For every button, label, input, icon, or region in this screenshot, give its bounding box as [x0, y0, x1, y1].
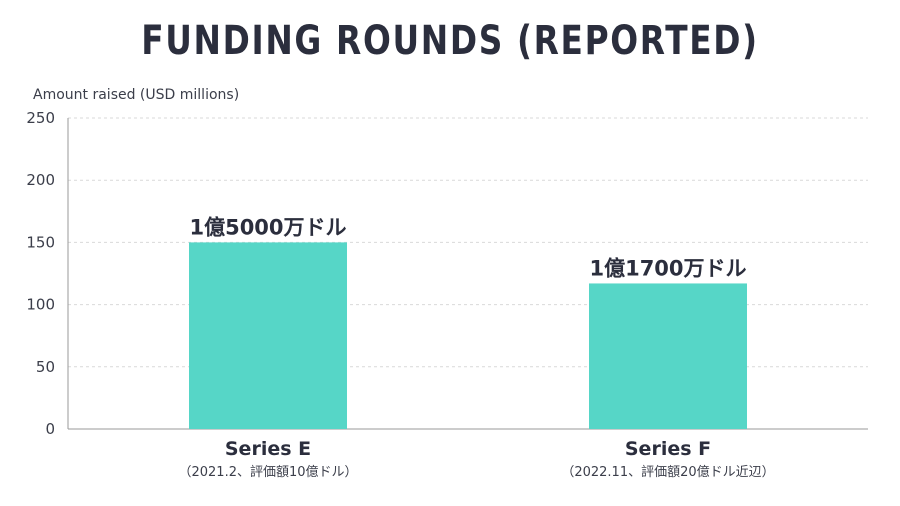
- y-axis-label: Amount raised (USD millions): [33, 87, 239, 103]
- data-label: 1億1700万ドル: [589, 256, 746, 280]
- bar: [189, 242, 347, 429]
- y-tick-label: 0: [45, 420, 55, 438]
- x-tick-sublabel: （2022.11、評価額20億ドル近辺）: [561, 464, 774, 480]
- y-tick-label: 50: [36, 358, 55, 376]
- data-label: 1億5000万ドル: [189, 215, 346, 239]
- y-tick-label: 250: [26, 109, 55, 127]
- y-tick-label: 150: [26, 233, 55, 251]
- bar: [589, 283, 747, 429]
- x-tick-label: Series F: [625, 438, 711, 460]
- x-tick-sublabel: （2021.2、評価額10億ドル）: [178, 464, 357, 480]
- x-tick-label: Series E: [225, 438, 311, 460]
- y-tick-label: 100: [26, 296, 55, 314]
- chart-title: FUNDING ROUNDS (REPORTED): [141, 18, 759, 64]
- y-tick-label: 200: [26, 171, 55, 189]
